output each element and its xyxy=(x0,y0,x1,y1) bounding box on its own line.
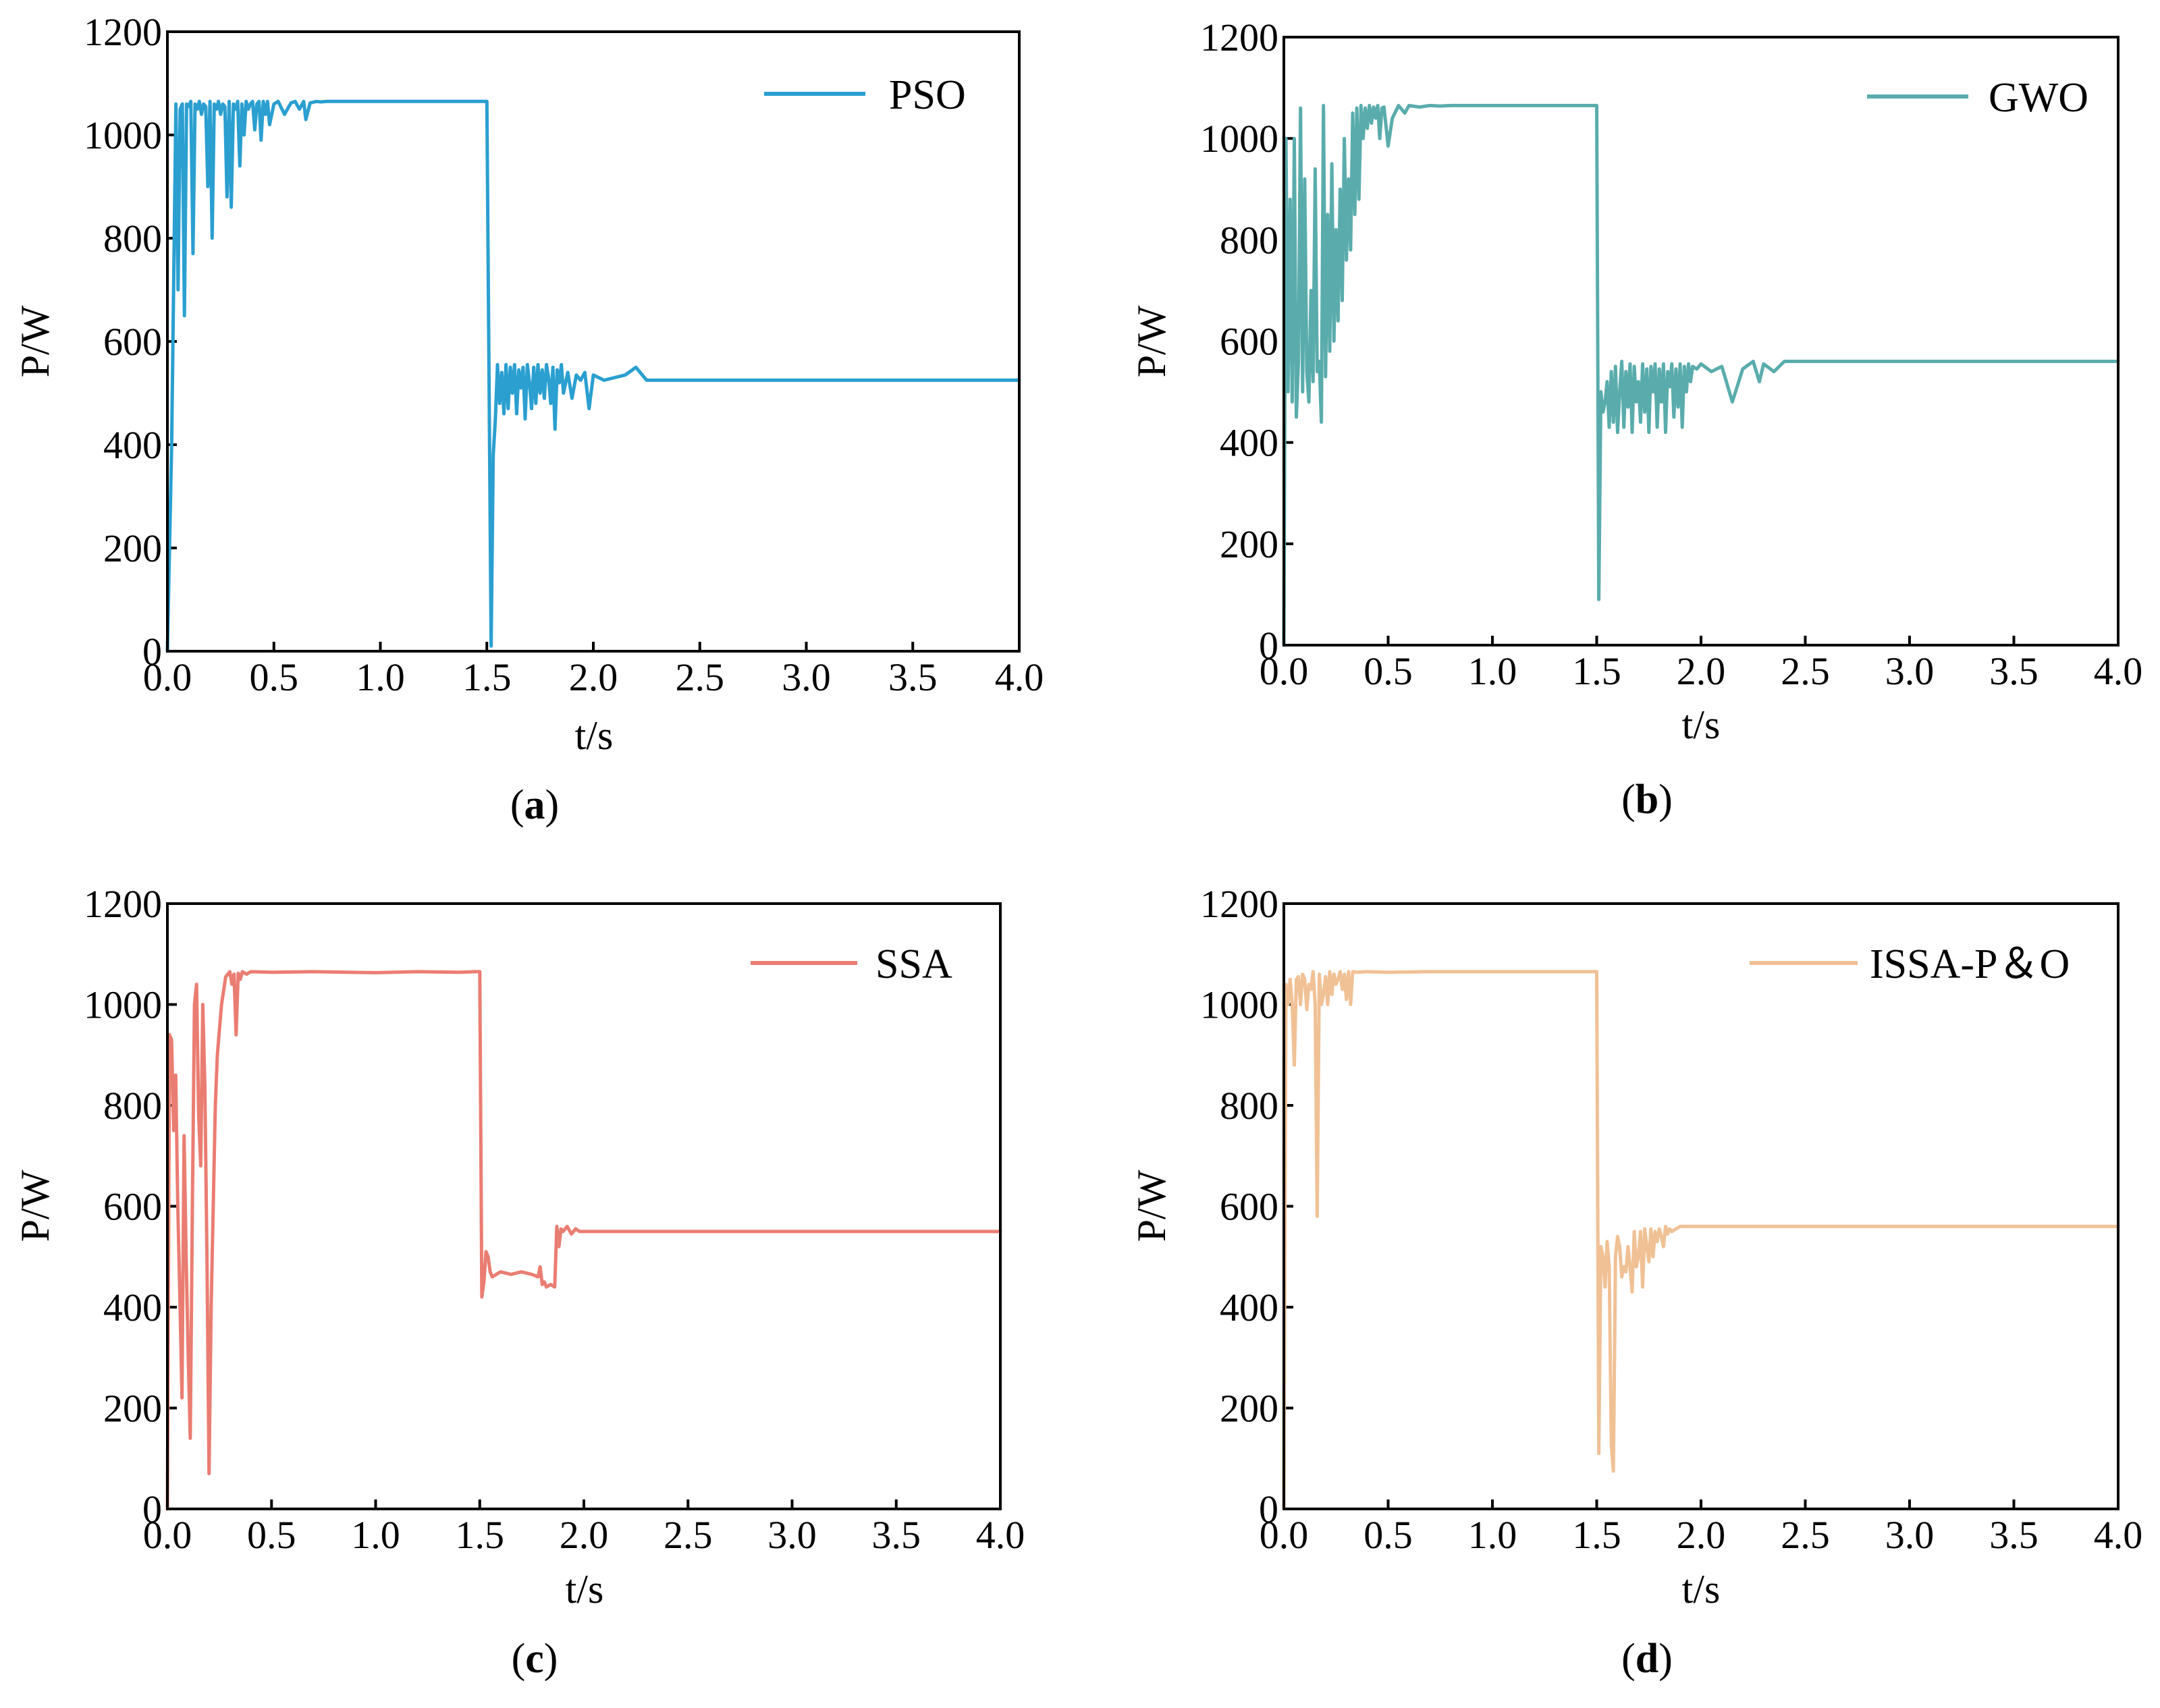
y-tick-label: 400 xyxy=(1220,421,1278,465)
y-tick-label: 200 xyxy=(103,1387,162,1431)
x-tick-label: 2.0 xyxy=(569,655,618,699)
y-tick-label: 600 xyxy=(103,1185,162,1229)
plot-frame xyxy=(166,902,1002,1510)
y-tick-label: 0 xyxy=(1259,1487,1278,1531)
x-tick-label: 2.5 xyxy=(1781,649,1830,693)
x-tick-label: 3.0 xyxy=(1885,649,1935,693)
x-tick-label: 0.0 xyxy=(1260,1513,1309,1557)
y-tick-label: 200 xyxy=(1220,1387,1278,1431)
plot-frame xyxy=(166,30,1021,653)
series-line xyxy=(165,99,1021,653)
legend: PSO xyxy=(764,72,966,118)
series-line xyxy=(1282,970,2120,1511)
x-tick-label: 3.0 xyxy=(1885,1513,1935,1557)
x-axis-label: t/s xyxy=(1682,703,1721,747)
legend-label: PSO xyxy=(889,72,966,118)
x-tick-label: 2.5 xyxy=(664,1513,713,1557)
panel-b: 0.0 0.5 1.0 1.5 2.0 2.5 3.0 3.5 4.0 0 200 400 600 800… xyxy=(1129,16,2142,823)
panel-d: 0.0 0.5 1.0 1.5 2.0 2.5 3.0 3.5 4.0 0 200 400 600 800… xyxy=(1129,882,2142,1682)
x-tick-label: 3.5 xyxy=(1989,649,2039,693)
panel-c: 0.0 0.5 1.0 1.5 2.0 2.5 3.0 3.5 4.0 0 200 400 600 800… xyxy=(13,882,1025,1682)
panel-caption: (b) xyxy=(1621,777,1673,823)
x-tick-label: 1.5 xyxy=(1572,649,1621,693)
x-tick-label: 0.0 xyxy=(1260,649,1309,693)
x-tick-label: 4.0 xyxy=(995,655,1044,699)
y-tick-label: 400 xyxy=(103,1286,162,1329)
x-tick-label: 0.0 xyxy=(143,655,192,699)
x-tick-label: 4.0 xyxy=(2094,649,2143,693)
panel-caption: (c) xyxy=(512,1636,558,1682)
y-axis-label: P/W xyxy=(13,1169,57,1242)
x-axis-label: t/s xyxy=(575,713,614,758)
x-tick-label: 2.0 xyxy=(560,1513,609,1557)
y-tick-label: 600 xyxy=(103,320,162,364)
x-tick-label: 2.5 xyxy=(676,655,725,699)
plot-frame xyxy=(1282,902,2120,1510)
x-tick-label: 1.5 xyxy=(462,655,512,699)
legend-label: SSA xyxy=(875,941,952,987)
legend-label: ISSA-P＆O xyxy=(1870,941,2070,987)
y-tick-label: 1000 xyxy=(84,983,162,1027)
y-tick-label: 1200 xyxy=(1200,16,1278,59)
x-axis-label: t/s xyxy=(566,1567,604,1611)
y-tick-label: 800 xyxy=(1220,1084,1278,1128)
panel-caption: (d) xyxy=(1621,1636,1673,1682)
y-tick-label: 1200 xyxy=(1200,882,1278,926)
x-axis-label: t/s xyxy=(1682,1567,1721,1611)
legend: GWO xyxy=(1867,75,2088,121)
y-tick-label: 400 xyxy=(1220,1286,1278,1329)
x-tick-label: 0.5 xyxy=(247,1513,296,1557)
panel-a: 0.0 0.5 1.0 1.5 2.0 2.5 3.0 3.5 4.0 0 200 400 600 800… xyxy=(13,10,1044,828)
y-tick-label: 1000 xyxy=(84,113,162,157)
panel-caption: (a) xyxy=(510,782,559,828)
y-tick-label: 1200 xyxy=(84,882,162,926)
x-tick-label: 1.0 xyxy=(1468,649,1517,693)
y-tick-label: 400 xyxy=(103,423,162,467)
x-tick-label: 2.5 xyxy=(1781,1513,1830,1557)
y-tick-label: 0 xyxy=(142,630,162,673)
legend-label: GWO xyxy=(1989,75,2088,121)
y-tick-label: 600 xyxy=(1220,320,1278,364)
y-tick-label: 1000 xyxy=(1200,117,1278,161)
x-tick-label: 2.0 xyxy=(1677,1513,1726,1557)
x-tick-label: 4.0 xyxy=(976,1513,1025,1557)
x-tick-label: 3.0 xyxy=(782,655,831,699)
y-tick-label: 0 xyxy=(142,1487,162,1531)
x-tick-label: 1.5 xyxy=(456,1513,505,1557)
x-tick-label: 3.5 xyxy=(1989,1513,2039,1557)
x-tick-label: 4.0 xyxy=(2094,1513,2143,1557)
y-tick-label: 1000 xyxy=(1200,983,1278,1027)
y-tick-label: 0 xyxy=(1259,624,1278,667)
x-tick-label: 0.5 xyxy=(1364,649,1413,693)
x-tick-label: 3.5 xyxy=(888,655,938,699)
x-tick-label: 1.0 xyxy=(356,655,405,699)
legend: ISSA-P＆O xyxy=(1750,941,2070,987)
y-axis-label: P/W xyxy=(1129,1169,1174,1242)
x-tick-label: 1.0 xyxy=(1468,1513,1517,1557)
y-axis-label: P/W xyxy=(1129,305,1174,377)
y-tick-label: 200 xyxy=(1220,522,1278,566)
series-line xyxy=(165,970,1002,1511)
x-tick-label: 0.0 xyxy=(143,1513,192,1557)
x-tick-label: 0.5 xyxy=(250,655,299,699)
x-tick-label: 3.0 xyxy=(767,1513,817,1557)
plot-frame xyxy=(1282,36,2120,646)
y-axis-label: P/W xyxy=(13,305,57,377)
y-tick-label: 600 xyxy=(1220,1185,1278,1229)
x-tick-label: 1.5 xyxy=(1572,1513,1621,1557)
y-tick-label: 800 xyxy=(1220,218,1278,262)
y-tick-label: 800 xyxy=(103,1084,162,1128)
y-tick-label: 800 xyxy=(103,217,162,260)
x-tick-label: 2.0 xyxy=(1677,649,1726,693)
x-tick-label: 3.5 xyxy=(872,1513,921,1557)
legend: SSA xyxy=(751,941,952,987)
x-tick-label: 0.5 xyxy=(1364,1513,1413,1557)
x-tick-label: 1.0 xyxy=(351,1513,400,1557)
series-line xyxy=(1282,103,2120,647)
y-tick-label: 200 xyxy=(103,526,162,570)
y-tick-label: 1200 xyxy=(84,10,162,54)
